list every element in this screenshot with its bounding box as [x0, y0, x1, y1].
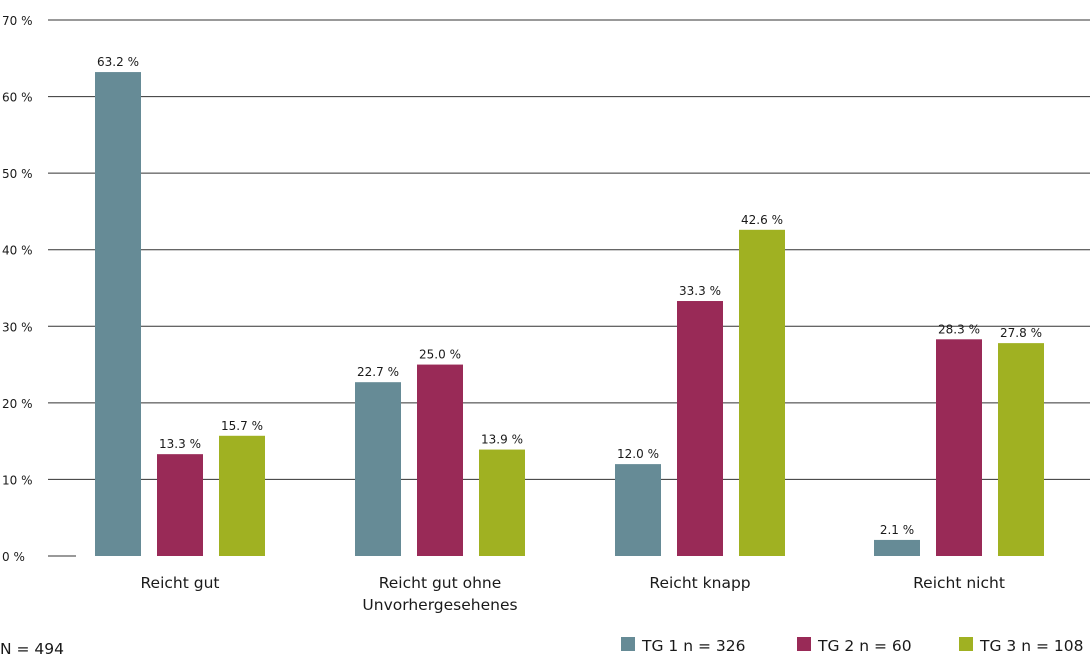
legend-label: TG 1 n = 326 [641, 637, 745, 655]
value-label: 22.7 % [357, 365, 399, 379]
gridlines [48, 19, 1090, 557]
category-label: Unvorhergesehenes [362, 596, 517, 614]
y-tick-label: 10 % [2, 473, 33, 487]
value-label: 27.8 % [1000, 326, 1042, 340]
value-label: 12.0 % [617, 447, 659, 461]
legend-label: TG 2 n = 60 [817, 637, 912, 655]
value-label: 15.7 % [221, 419, 263, 433]
y-tick-label: 20 % [2, 397, 33, 411]
category-label: Reicht nicht [913, 574, 1005, 592]
value-label: 28.3 % [938, 322, 980, 336]
sample-size-note: N = 494 [0, 640, 64, 655]
bar [355, 382, 401, 556]
bar [936, 339, 982, 556]
y-tick-label: 50 % [2, 167, 33, 181]
y-tick-label: 0 % [2, 550, 25, 564]
legend-swatch [959, 637, 973, 651]
bar [95, 72, 141, 556]
value-label: 25.0 % [419, 348, 461, 362]
y-axis: 0 % 10 % 20 % 30 % 40 % 50 % 60 % 70 % [2, 14, 33, 564]
y-tick-label: 60 % [2, 91, 33, 105]
bar [219, 435, 265, 556]
value-label: 63.2 % [97, 55, 139, 69]
value-label: 2.1 % [880, 523, 914, 537]
y-tick-label: 40 % [2, 244, 33, 258]
category-label: Reicht knapp [649, 574, 750, 592]
bar [417, 364, 463, 556]
bar [739, 229, 785, 556]
bar [998, 343, 1044, 556]
value-label: 13.9 % [481, 433, 523, 447]
category-label: Reicht gut [140, 574, 219, 592]
value-label: 42.6 % [741, 213, 783, 227]
legend-swatch [797, 637, 811, 651]
value-label: 13.3 % [159, 437, 201, 451]
legend-swatch [621, 637, 635, 651]
legend-label: TG 3 n = 108 [979, 637, 1083, 655]
value-labels: 63.2 % 22.7 % 12.0 % 2.1 % 13.3 % 25.0 % 33.3 … [97, 55, 1042, 537]
bar [677, 301, 723, 556]
y-tick-label: 30 % [2, 320, 33, 334]
category-label: Reicht gut ohne [379, 574, 502, 592]
bar [157, 454, 203, 556]
bars [95, 72, 1044, 556]
legend: TG 1 n = 326 TG 2 n = 60 TG 3 n = 108 [621, 637, 1083, 655]
value-label: 33.3 % [679, 284, 721, 298]
bar [874, 539, 920, 556]
bar [479, 449, 525, 556]
y-tick-label: 70 % [2, 14, 33, 28]
x-axis: Reicht gut Reicht gut ohne Unvorhergesehen… [140, 574, 1004, 614]
bar [615, 464, 661, 556]
